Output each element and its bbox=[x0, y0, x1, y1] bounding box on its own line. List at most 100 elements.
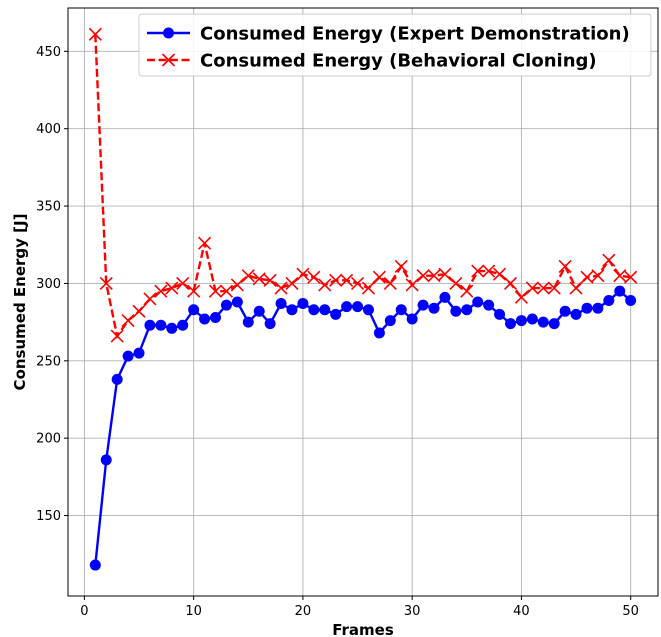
data-point bbox=[208, 284, 223, 298]
data-point bbox=[569, 281, 583, 295]
data-point bbox=[253, 305, 265, 317]
data-point bbox=[472, 296, 484, 308]
data-point bbox=[188, 304, 200, 316]
x-tick-label: 30 bbox=[404, 604, 421, 619]
data-point bbox=[132, 304, 146, 318]
legend-box bbox=[138, 13, 652, 77]
data-point bbox=[122, 350, 134, 362]
data-point bbox=[329, 273, 343, 287]
data-point bbox=[417, 299, 429, 311]
data-point bbox=[372, 270, 386, 284]
data-point bbox=[461, 304, 473, 316]
data-point bbox=[297, 298, 309, 310]
data-point bbox=[428, 302, 440, 314]
data-point bbox=[111, 373, 123, 385]
data-point bbox=[503, 276, 518, 290]
data-point bbox=[395, 304, 407, 316]
data-point bbox=[177, 319, 189, 331]
data-point bbox=[482, 264, 496, 278]
legend-label: Consumed Energy (Expert Demonstration) bbox=[200, 24, 630, 45]
data-point bbox=[580, 270, 594, 284]
y-tick-label: 300 bbox=[36, 277, 61, 292]
data-point bbox=[515, 315, 527, 327]
data-point bbox=[263, 273, 277, 287]
data-point bbox=[231, 296, 243, 308]
x-tick-label: 40 bbox=[513, 604, 530, 619]
data-point bbox=[581, 302, 593, 314]
data-point bbox=[285, 276, 299, 290]
y-tick-label: 200 bbox=[36, 432, 61, 447]
data-point bbox=[494, 308, 506, 320]
data-point bbox=[460, 284, 474, 298]
y-tick-label: 150 bbox=[36, 509, 61, 524]
data-point bbox=[383, 276, 397, 290]
data-point bbox=[133, 347, 145, 359]
data-point bbox=[110, 329, 124, 343]
data-point bbox=[493, 267, 507, 281]
y-tick-label: 400 bbox=[36, 122, 61, 137]
y-axis-ticks: 150 200 250 300 350 400 450 bbox=[36, 45, 68, 524]
data-point bbox=[439, 291, 451, 303]
data-point bbox=[361, 281, 376, 295]
data-point bbox=[230, 278, 244, 292]
data-point bbox=[547, 281, 561, 295]
data-point bbox=[166, 322, 178, 334]
data-point bbox=[373, 327, 385, 339]
series-layer bbox=[88, 27, 638, 571]
plot-frame bbox=[67, 7, 659, 597]
data-point bbox=[614, 285, 626, 297]
data-point bbox=[144, 319, 156, 331]
data-point bbox=[220, 299, 232, 311]
data-point bbox=[219, 284, 233, 298]
data-point bbox=[450, 305, 462, 317]
data-point bbox=[592, 302, 604, 314]
data-point bbox=[286, 304, 298, 316]
data-point bbox=[252, 272, 266, 286]
data-point bbox=[559, 305, 571, 317]
data-point bbox=[438, 267, 452, 281]
grid-lines bbox=[68, 8, 658, 596]
series-2 bbox=[88, 27, 638, 343]
data-point bbox=[416, 269, 430, 283]
data-point bbox=[341, 301, 353, 313]
data-point bbox=[187, 284, 201, 298]
data-point bbox=[625, 294, 637, 306]
data-point bbox=[602, 253, 616, 267]
x-tick-label: 20 bbox=[295, 604, 312, 619]
data-point bbox=[405, 278, 419, 292]
data-point bbox=[318, 278, 332, 292]
legend: Consumed Energy (Expert Demonstration) Co… bbox=[138, 13, 652, 77]
data-point bbox=[406, 313, 418, 325]
data-point bbox=[525, 281, 539, 295]
data-point bbox=[537, 316, 549, 328]
data-point bbox=[154, 284, 168, 298]
data-point bbox=[340, 273, 354, 287]
data-point bbox=[526, 313, 538, 325]
y-tick-label: 250 bbox=[36, 354, 61, 369]
data-point bbox=[308, 304, 320, 316]
data-point bbox=[296, 267, 310, 281]
data-point bbox=[274, 281, 288, 295]
legend-marker bbox=[163, 27, 174, 39]
data-point bbox=[548, 318, 560, 330]
data-point bbox=[198, 236, 212, 250]
data-point bbox=[99, 276, 113, 290]
data-point bbox=[307, 270, 321, 284]
data-point bbox=[603, 294, 615, 306]
data-point bbox=[613, 269, 627, 283]
legend-marker bbox=[161, 53, 176, 67]
data-point bbox=[505, 318, 516, 330]
data-point bbox=[165, 281, 179, 295]
data-point bbox=[362, 304, 374, 316]
legend-label: Consumed Energy (Behavioral Cloning) bbox=[200, 51, 597, 72]
data-point bbox=[88, 27, 102, 41]
data-point bbox=[471, 264, 485, 278]
x-axis-ticks: 0 10 20 30 40 50 bbox=[80, 596, 639, 619]
x-tick-label: 0 bbox=[80, 604, 88, 619]
legend-entry: Consumed Energy (Expert Demonstration) bbox=[147, 24, 630, 45]
data-point bbox=[210, 311, 221, 323]
data-point bbox=[89, 559, 101, 571]
data-point bbox=[176, 276, 190, 290]
data-point bbox=[100, 454, 112, 466]
